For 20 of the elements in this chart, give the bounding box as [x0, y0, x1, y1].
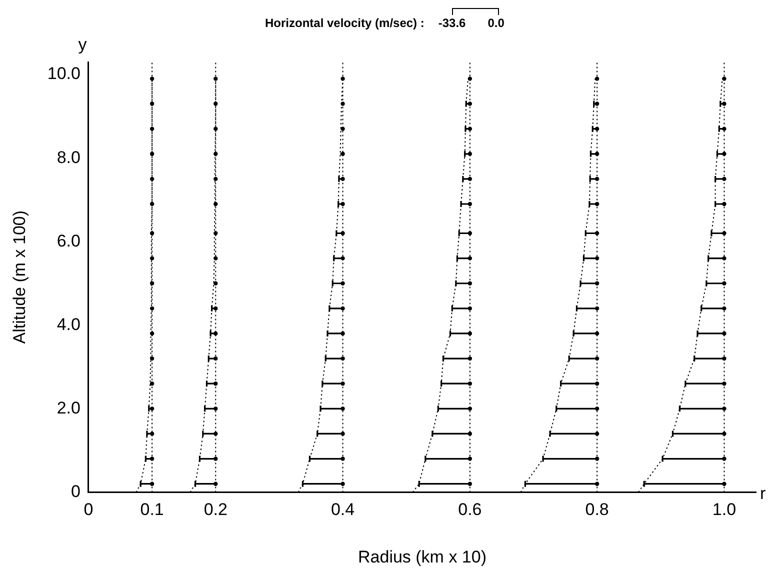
x-tick-label: 1.0: [712, 500, 736, 520]
text: y: [78, 35, 88, 54]
x-axis-title: Radius (km x 10): [358, 547, 486, 566]
text: r: [760, 484, 766, 503]
y-tick-label: 8.0: [56, 148, 80, 167]
text: -33.6: [438, 16, 466, 30]
x-tick-label: 0.8: [585, 500, 609, 520]
y-tick-label: 4.0: [56, 314, 80, 334]
x-tick-label: 0.2: [204, 500, 228, 520]
y-tick-label: 2.0: [56, 398, 80, 418]
y-tick-label: 10.0: [47, 64, 80, 84]
y-tick-label: 0: [71, 482, 80, 501]
y-tick-label: 6.0: [56, 231, 80, 250]
text: 0.0: [488, 16, 504, 30]
x-tick-label: 0.4: [330, 500, 355, 520]
x-tick-label: 0.1: [140, 500, 164, 520]
y-axis-title: Altitude (m x 100): [10, 210, 29, 344]
x-tick-label: 0.6: [458, 500, 482, 520]
text: Horizontal velocity (m/sec) :: [265, 16, 424, 30]
x-tick-label: 0: [84, 500, 94, 520]
